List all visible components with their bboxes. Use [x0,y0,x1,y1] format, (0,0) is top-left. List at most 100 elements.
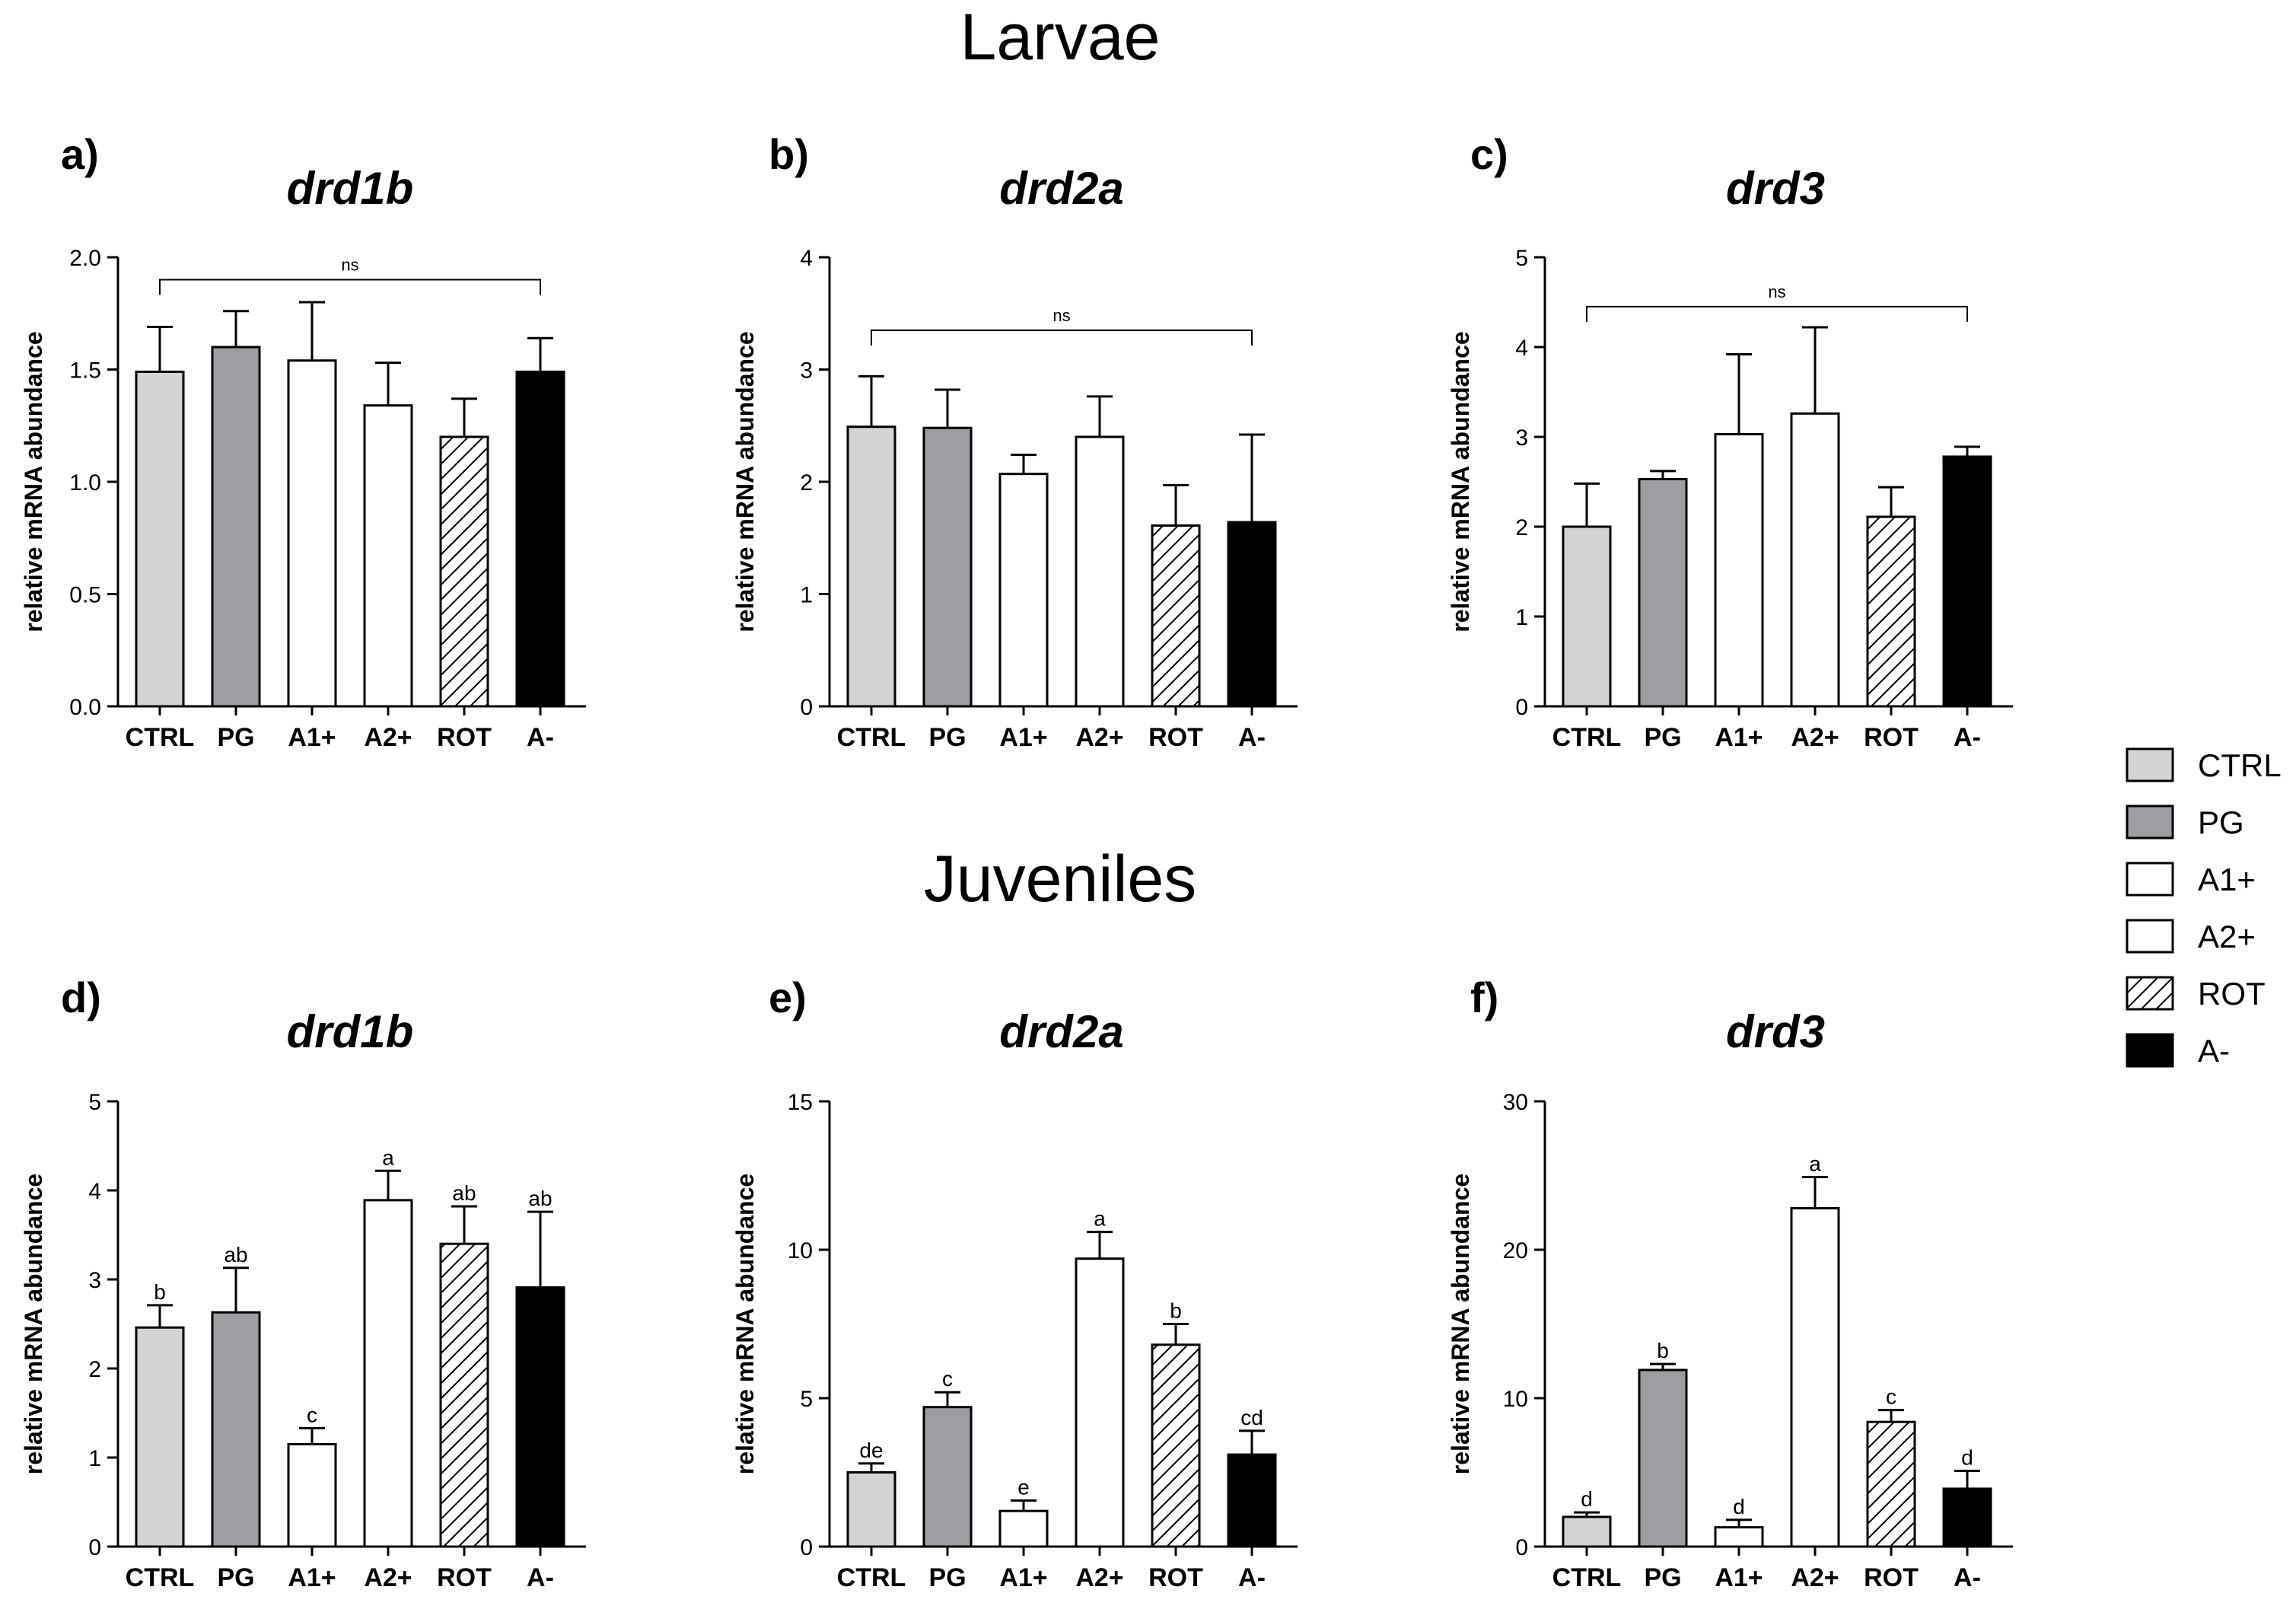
x-tick-label: CTRL [837,1563,906,1592]
x-tick-label: A1+ [288,723,336,752]
x-tick-label: A- [1954,1563,1981,1592]
y-tick-label: 4 [1515,336,1528,361]
chart-panels: a) drd1b 0.0 0.5 1.0 1.5 2.0 relative mRNA abun… [20,130,2013,1592]
significance-bracket [1586,305,1968,322]
panel-title: drd3 [1726,1006,1825,1057]
bar-a1plus [1714,1526,1764,1548]
x-tick-label: A1+ [1715,1563,1763,1592]
bar-ctrl [135,1326,185,1548]
panel-label: f) [1470,973,1498,1021]
significance-letter: d [1961,1446,1973,1470]
x-tick-label: A1+ [1715,723,1763,752]
y-tick-label: 1 [88,1446,101,1471]
y-tick-label: 4 [88,1179,101,1204]
bar-ctrl [135,370,185,708]
y-tick-label: 0.0 [69,695,101,720]
bar-aminus [1227,1453,1277,1548]
significance-letter: e [1017,1476,1030,1499]
x-tick-label: A2+ [364,723,412,752]
bar-rot [1151,524,1201,708]
x-tick-label: A2+ [364,1563,412,1592]
bar-a2plus [363,404,413,708]
legend-swatch [2126,862,2174,897]
legend-label: A- [2198,1033,2230,1069]
significance-letter: de [859,1439,883,1462]
bar-pg [211,1311,261,1548]
x-tick-label: ROT [1148,723,1203,752]
x-tick-label: A- [1954,723,1981,752]
y-tick-label: 0 [1515,695,1528,720]
panel-label: e) [769,973,807,1021]
y-axis-label: relative mRNA abundance [731,331,759,632]
legend-swatch [2126,976,2174,1011]
legend-label: A2+ [2198,919,2256,954]
significance-letter: c [942,1367,953,1391]
y-tick-label: 0 [800,1535,813,1560]
bar-ctrl [1562,1515,1612,1548]
section-title-larvae: Larvae [960,1,1161,74]
bar-pg [1638,477,1688,708]
y-axis-label: relative mRNA abundance [1447,1174,1474,1474]
ns-label: ns [1768,282,1785,301]
panel-title: drd3 [1726,163,1825,214]
x-tick-label: A- [527,1563,554,1592]
significance-letter: b [1170,1299,1182,1323]
chart-panel-d: d) drd1b 0 1 2 3 4 5 relative mRNA abundance CTRL… [20,973,586,1592]
ns-label: ns [1052,306,1070,325]
y-tick-label: 10 [1503,1387,1528,1412]
y-tick-label: 2 [1515,515,1528,540]
chart-panel-c: c) drd3 0 1 2 3 4 5 relative mRNA abundance CTRL P… [1447,130,2013,752]
significance-letter: ab [452,1181,476,1205]
x-tick-label: A2+ [1075,1563,1123,1592]
significance-letter: d [1581,1487,1593,1511]
chart-panel-a: a) drd1b 0.0 0.5 1.0 1.5 2.0 relative mRNA abun… [20,130,586,752]
bar-pg [922,426,973,708]
panel-title: drd1b [287,1006,414,1057]
x-tick-label: A- [1238,1563,1266,1592]
panel-title: drd2a [999,1006,1123,1057]
bar-a1plus [1714,432,1764,708]
y-axis-label: relative mRNA abundance [20,1174,47,1474]
chart-panel-f: f) drd3 0 10 20 30 relative mRNA abundance CTRL… [1447,973,2013,1592]
bar-rot [1151,1343,1201,1548]
y-tick-label: 1.0 [69,470,101,495]
x-tick-label: ROT [1864,723,1919,752]
y-tick-label: 1 [800,583,813,608]
chart-panel-e: e) drd2a 0 5 10 15 relative mRNA abundance CTRL… [731,973,1298,1592]
x-tick-label: ROT [1148,1563,1203,1592]
y-tick-label: 10 [788,1238,813,1263]
bar-ctrl [1562,525,1612,708]
y-tick-label: 2 [88,1357,101,1382]
panel-title: drd1b [287,163,414,214]
y-tick-label: 15 [788,1090,813,1115]
panel-label: a) [61,130,99,178]
bar-pg [922,1406,973,1548]
x-tick-label: ROT [437,1563,492,1592]
x-tick-label: CTRL [126,1563,195,1592]
significance-letter: a [1809,1152,1821,1175]
section-title-juveniles: Juveniles [924,843,1197,916]
y-tick-label: 3 [1515,425,1528,451]
panel-label: c) [1470,130,1508,178]
significance-bracket [871,329,1253,346]
significance-letter: cd [1240,1406,1263,1429]
y-tick-label: 3 [88,1268,101,1293]
y-tick-label: 2.0 [69,246,101,271]
x-tick-label: ROT [1864,1563,1919,1592]
x-tick-label: CTRL [837,723,906,752]
legend-item: A1+ [2126,862,2256,897]
x-tick-label: CTRL [126,723,195,752]
legend-swatch [2126,747,2174,782]
chart-panel-b: b) drd2a 0 1 2 3 4 relative mRNA abundance CTRL P… [731,130,1298,752]
bar-rot [1866,1420,1916,1548]
y-tick-label: 4 [800,246,813,271]
bar-a2plus [363,1199,413,1548]
x-tick-label: PG [928,723,966,752]
y-tick-label: 5 [1515,246,1528,271]
legend-item: PG [2126,804,2244,840]
significance-letter: c [307,1403,317,1426]
x-tick-label: PG [928,1563,966,1592]
significance-letter: a [382,1145,394,1169]
y-axis-label: relative mRNA abundance [20,331,47,632]
y-axis-label: relative mRNA abundance [731,1174,759,1474]
